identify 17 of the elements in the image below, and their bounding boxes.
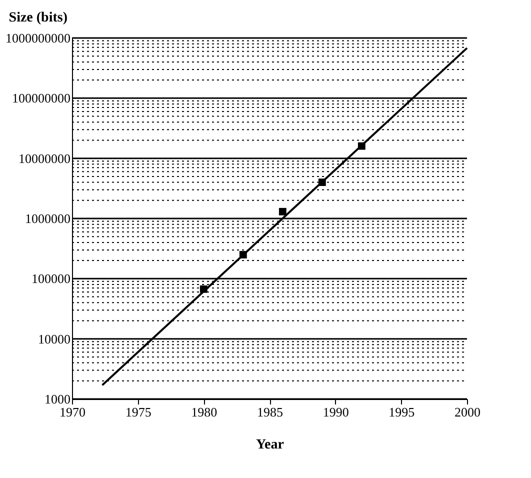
x-tick-label: 1985 (257, 404, 283, 420)
y-tick-label: 10000000 (18, 150, 70, 166)
y-tick-label: 100000 (32, 271, 70, 286)
y-axis-title: Size (bits) (8, 10, 68, 26)
y-tick-label: 100000000 (12, 90, 70, 106)
x-tick-label: 1990 (322, 404, 349, 420)
x-tick-label: 1980 (191, 404, 218, 420)
y-tick-label: 1000000000 (6, 30, 70, 46)
x-axis-title: Year (256, 438, 284, 452)
point (278, 208, 286, 216)
x-tick-label: 1975 (125, 404, 152, 420)
x-tick-label: 1995 (388, 404, 415, 420)
x-tick-label: 1970 (60, 404, 86, 420)
y-tick-label: 1000000 (25, 211, 70, 226)
y-tick-label: 1000 (44, 392, 70, 406)
y-tick-label: 10000 (38, 331, 70, 346)
x-tick-label: 2000 (454, 404, 480, 420)
